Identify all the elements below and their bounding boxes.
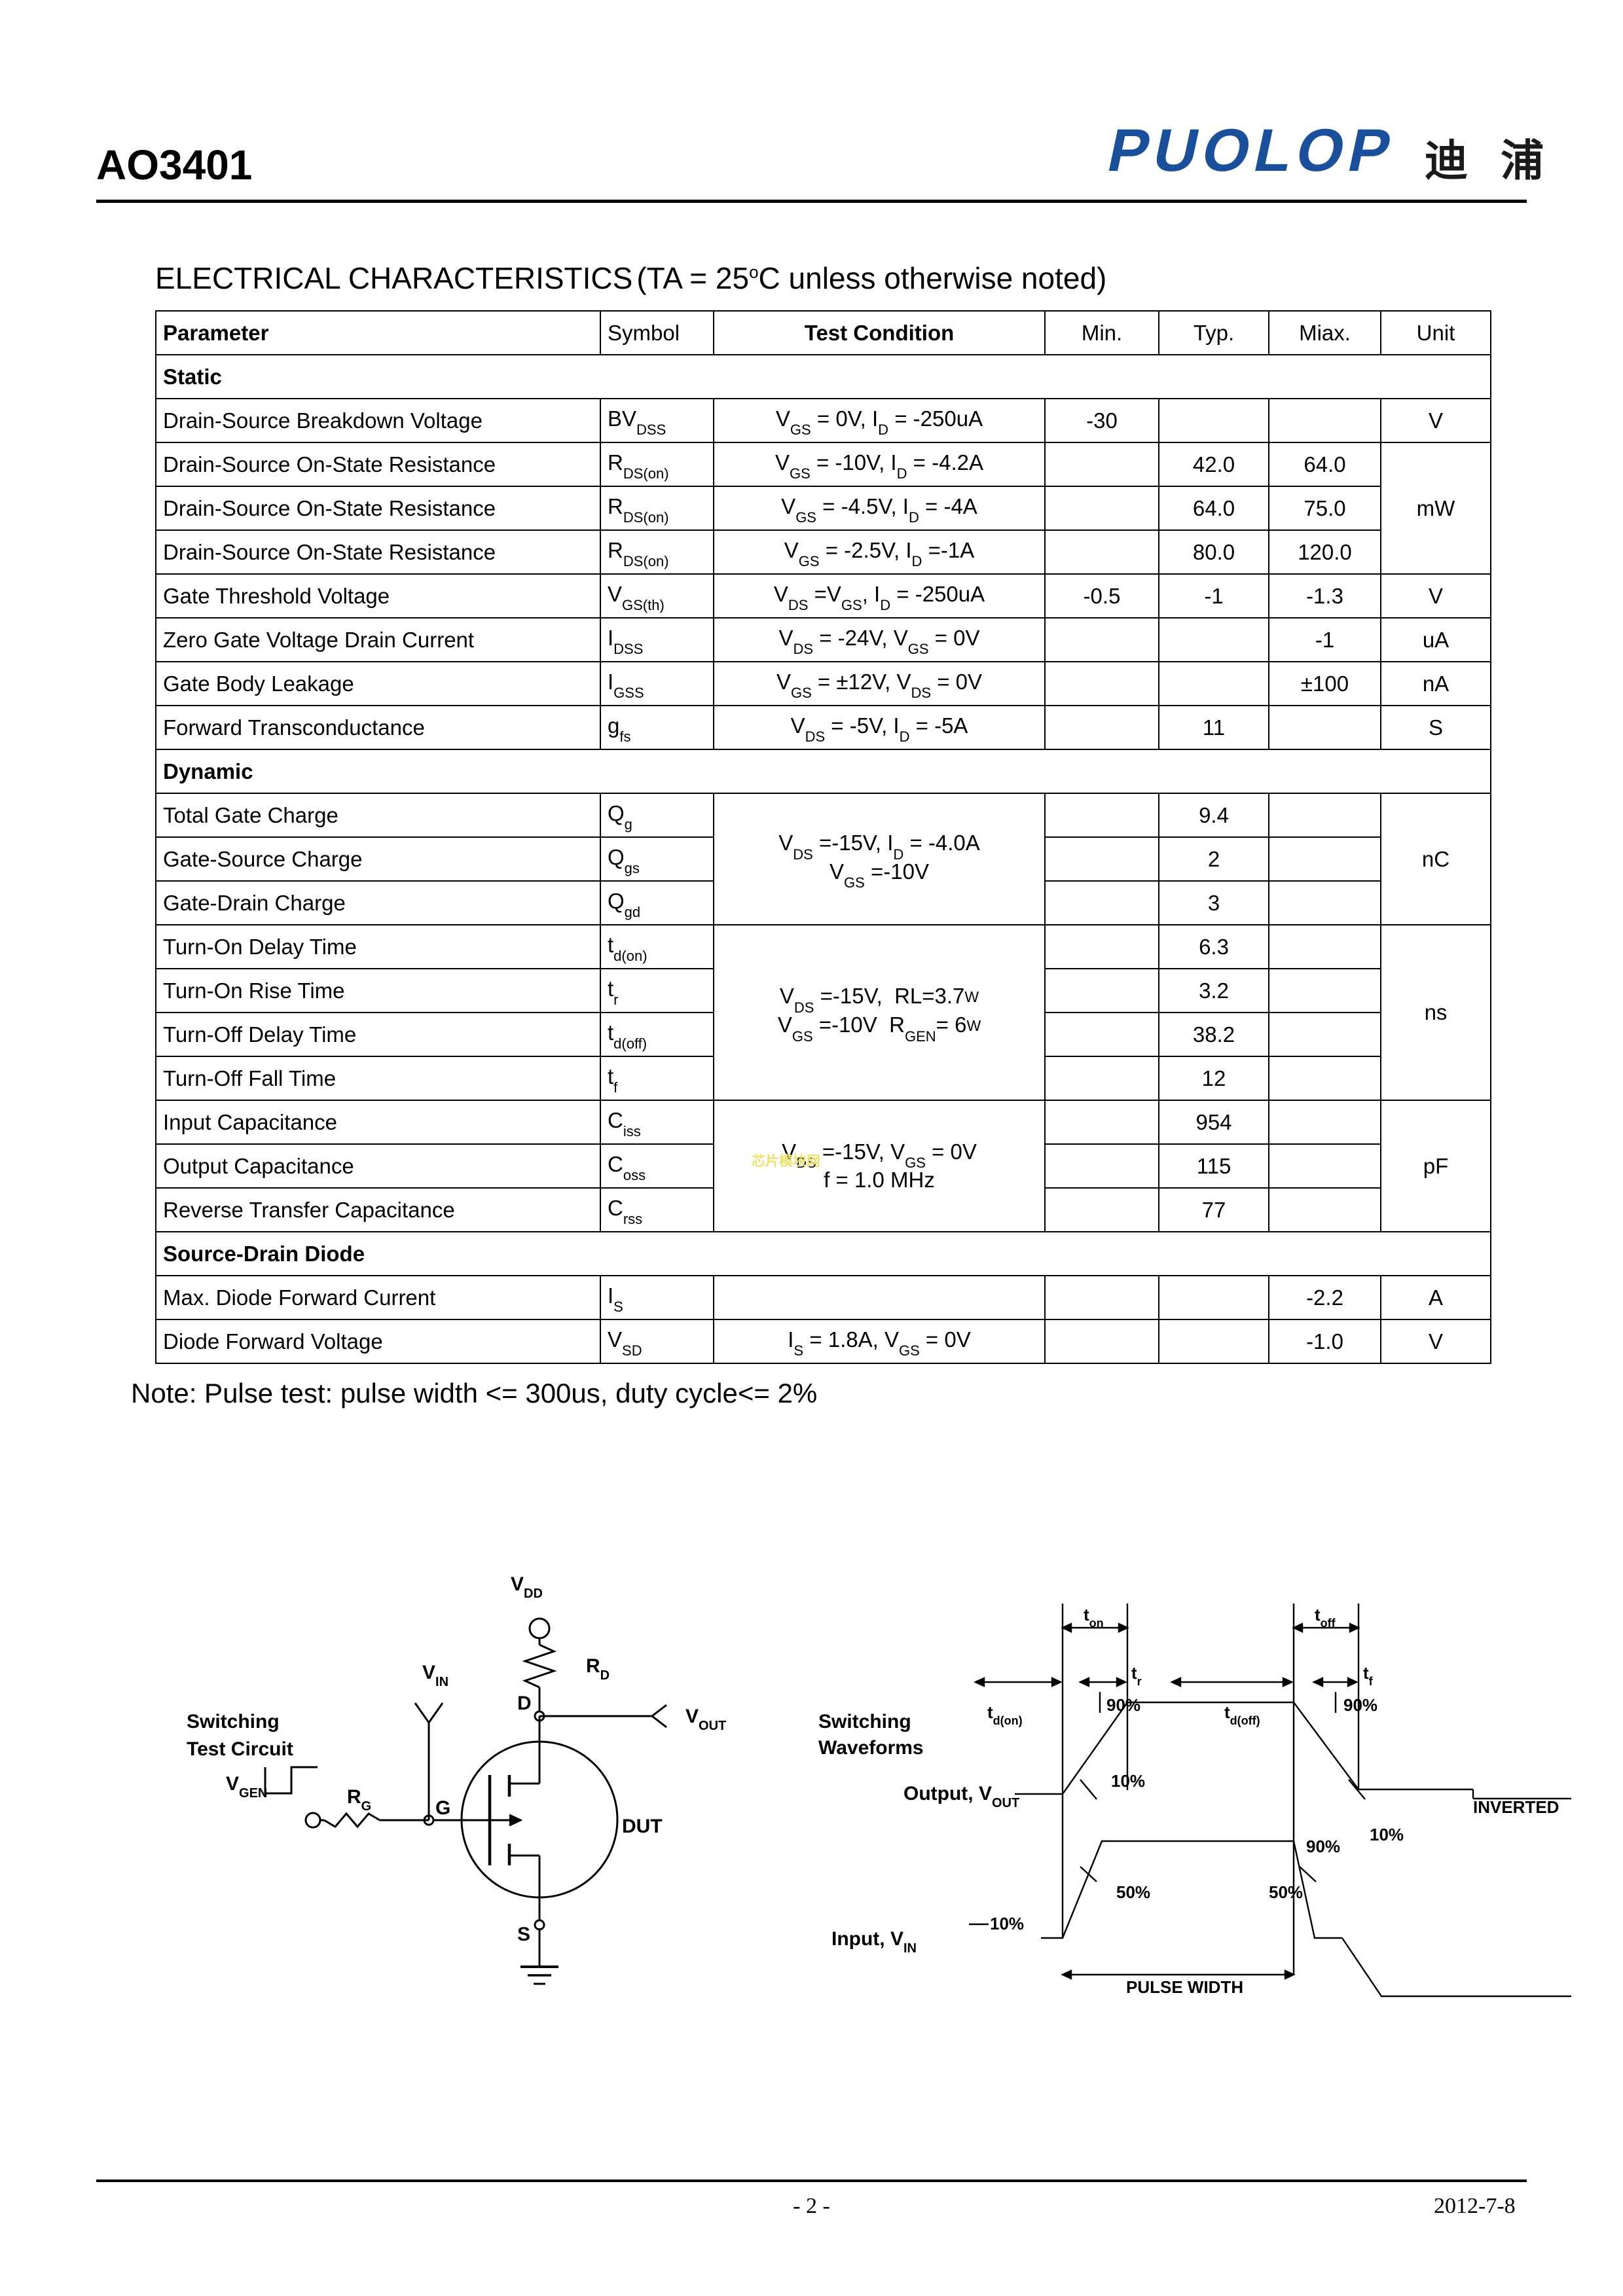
svg-text:50%: 50%: [1116, 1882, 1150, 1902]
svg-text:Switching: Switching: [187, 1711, 280, 1732]
svg-text:td(off): td(off): [1224, 1702, 1260, 1727]
svg-text:VOUT: VOUT: [685, 1706, 726, 1733]
svg-text:G: G: [435, 1797, 450, 1819]
svg-text:50%: 50%: [1269, 1882, 1303, 1902]
svg-text:toff: toff: [1315, 1605, 1336, 1630]
svg-text:INVERTED: INVERTED: [1473, 1797, 1559, 1817]
svg-text:ton: ton: [1084, 1605, 1104, 1630]
svg-text:Test Circuit: Test Circuit: [187, 1738, 293, 1760]
svg-text:td(on): td(on): [987, 1702, 1023, 1727]
svg-text:Input, VIN: Input, VIN: [831, 1928, 917, 1956]
svg-text:VDD: VDD: [511, 1573, 543, 1601]
svg-text:tr: tr: [1131, 1663, 1142, 1688]
svg-text:10%: 10%: [1111, 1771, 1145, 1791]
svg-text:PULSE WIDTH: PULSE WIDTH: [1126, 1977, 1243, 1997]
svg-text:Switching: Switching: [818, 1711, 911, 1732]
svg-text:RG: RG: [347, 1786, 371, 1814]
svg-text:VGEN: VGEN: [226, 1773, 267, 1801]
svg-text:10%: 10%: [990, 1914, 1024, 1933]
svg-text:90%: 90%: [1343, 1695, 1377, 1715]
svg-text:tf: tf: [1363, 1663, 1374, 1688]
svg-text:VIN: VIN: [422, 1662, 448, 1689]
svg-text:DUT: DUT: [622, 1816, 663, 1837]
svg-text:10%: 10%: [1370, 1825, 1404, 1844]
svg-text:90%: 90%: [1306, 1837, 1340, 1856]
svg-text:S: S: [517, 1924, 530, 1945]
svg-text:RD: RD: [586, 1655, 610, 1683]
svg-text:Waveforms: Waveforms: [818, 1737, 924, 1759]
svg-text:90%: 90%: [1106, 1695, 1140, 1715]
svg-text:Output, VOUT: Output, VOUT: [903, 1783, 1019, 1810]
svg-text:D: D: [517, 1693, 532, 1714]
